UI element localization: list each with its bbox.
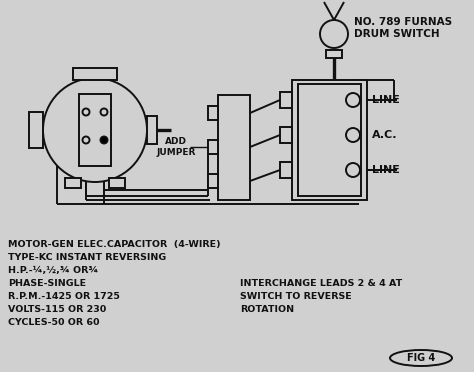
Text: o4: o4 <box>109 107 121 117</box>
Text: LINE: LINE <box>372 165 400 175</box>
Bar <box>208 106 218 120</box>
Bar <box>208 174 218 188</box>
Bar <box>292 80 367 200</box>
Text: e 1: e 1 <box>106 135 121 145</box>
Circle shape <box>346 128 360 142</box>
Bar <box>109 178 125 188</box>
Text: INTERCHANGE LEADS 2 & 4 AT: INTERCHANGE LEADS 2 & 4 AT <box>240 279 402 288</box>
Circle shape <box>320 20 348 48</box>
Circle shape <box>43 78 147 182</box>
Text: TYPE-KC INSTANT REVERSING: TYPE-KC INSTANT REVERSING <box>8 253 166 262</box>
Bar <box>29 112 43 148</box>
Bar <box>298 84 361 196</box>
Text: MOTOR-GEN ELEC.CAPACITOR  (4-WIRE): MOTOR-GEN ELEC.CAPACITOR (4-WIRE) <box>8 240 220 249</box>
Text: ADD
JUMPER: ADD JUMPER <box>156 137 196 157</box>
Text: A.C.: A.C. <box>372 130 398 140</box>
Text: LINE: LINE <box>372 95 400 105</box>
Bar <box>280 162 292 178</box>
Bar <box>326 50 342 58</box>
Bar <box>65 178 81 188</box>
Text: VOLTS-115 OR 230: VOLTS-115 OR 230 <box>8 305 106 314</box>
Bar <box>73 68 117 80</box>
Text: ROTATION: ROTATION <box>240 305 294 314</box>
Circle shape <box>100 137 108 144</box>
Circle shape <box>346 93 360 107</box>
Text: R.P.M.-1425 OR 1725: R.P.M.-1425 OR 1725 <box>8 292 120 301</box>
Circle shape <box>82 137 90 144</box>
Text: CYCLES-50 OR 60: CYCLES-50 OR 60 <box>8 318 100 327</box>
Circle shape <box>100 109 108 115</box>
Bar <box>147 116 157 144</box>
Circle shape <box>82 109 90 115</box>
Text: 2: 2 <box>74 135 81 145</box>
Text: NO. 789 FURNAS
DRUM SWITCH: NO. 789 FURNAS DRUM SWITCH <box>354 17 452 39</box>
Text: SWITCH TO REVERSE: SWITCH TO REVERSE <box>240 292 352 301</box>
Bar <box>79 94 111 166</box>
Bar <box>208 140 218 154</box>
Text: 3: 3 <box>74 107 81 117</box>
Text: PHASE-SINGLE: PHASE-SINGLE <box>8 279 86 288</box>
Text: H.P.-¼,½,¾ OR¾: H.P.-¼,½,¾ OR¾ <box>8 266 98 275</box>
Circle shape <box>346 163 360 177</box>
Text: FIG 4: FIG 4 <box>407 353 435 363</box>
Bar <box>280 92 292 108</box>
Bar <box>218 95 250 200</box>
Bar <box>280 127 292 143</box>
